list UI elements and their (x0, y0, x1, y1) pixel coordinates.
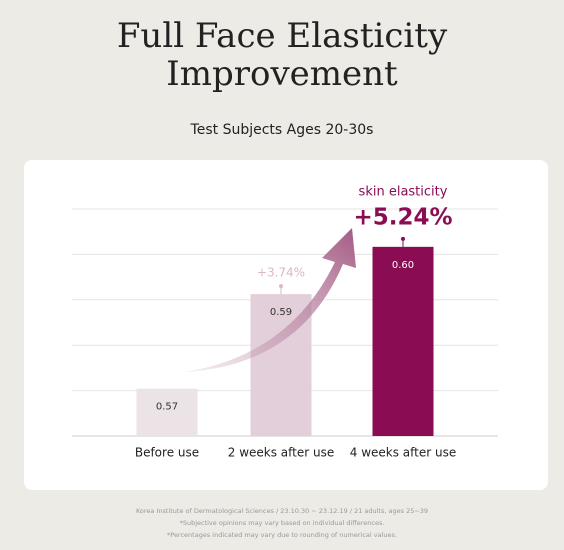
x-tick-label: Before use (135, 446, 199, 460)
bar (372, 246, 434, 436)
x-tick-label: 2 weeks after use (228, 446, 335, 460)
footnote: *Percentages indicated may vary due to r… (167, 531, 397, 539)
footnote: Korea Institute of Dermatological Scienc… (136, 507, 428, 515)
leader-dot (401, 236, 405, 241)
trend-arrow (185, 228, 356, 372)
annotation: skin elasticity (359, 184, 448, 199)
bar (136, 388, 198, 436)
chart-title: Full Face Elasticity (117, 16, 448, 56)
annotation: +5.24% (353, 204, 452, 230)
leader-dot (279, 284, 283, 289)
x-tick-label: 4 weeks after use (350, 446, 457, 460)
value-label: 0.57 (156, 402, 178, 413)
footnote: *Subjective opinions may vary based on i… (180, 519, 385, 527)
chart-title: Improvement (166, 54, 398, 94)
labels: 0.57 Before use 0.59 2 weeks after use 0.60 4… (135, 184, 456, 459)
value-label: 0.60 (392, 260, 414, 271)
annotation: +3.74% (257, 266, 305, 280)
chart-subtitle: Test Subjects Ages 20-30s (190, 122, 374, 138)
value-label: 0.59 (270, 307, 292, 318)
